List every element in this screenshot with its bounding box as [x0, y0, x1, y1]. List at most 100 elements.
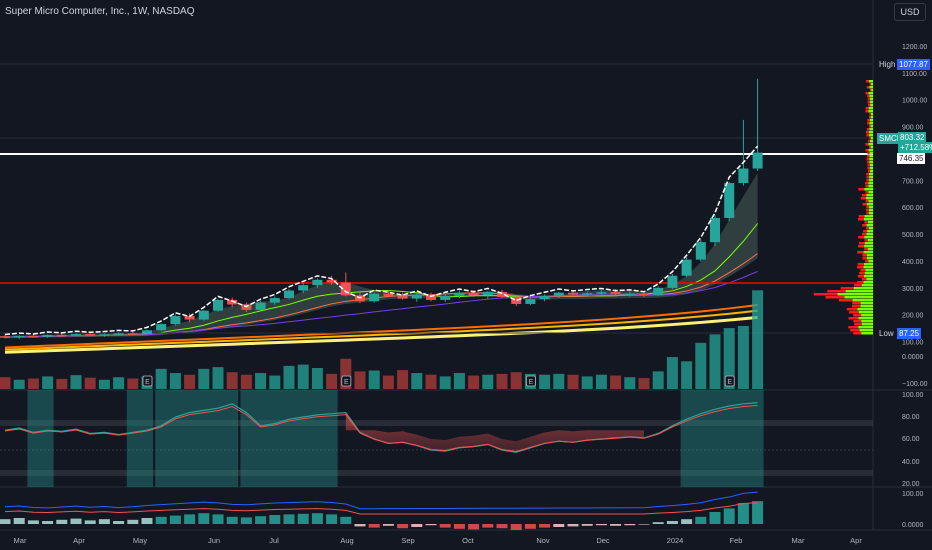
- volume-profile-bar-down: [852, 305, 860, 308]
- volume-profile-bar-down: [867, 152, 869, 155]
- candle[interactable]: [213, 299, 223, 311]
- volume-profile-bar-up: [870, 167, 873, 170]
- candle[interactable]: [667, 274, 677, 289]
- volume-profile-bar-up: [866, 233, 873, 236]
- volume-bar: [667, 357, 678, 389]
- price-tick-label: 1100.00: [902, 71, 927, 78]
- volume-profile-bar-up: [870, 170, 873, 173]
- volume-profile-bar-up: [866, 194, 873, 197]
- candle[interactable]: [738, 120, 748, 186]
- candle[interactable]: [483, 291, 493, 299]
- volume-bar: [610, 376, 621, 389]
- volume-profile-bar-up: [861, 332, 873, 335]
- volume-profile-bar-down: [853, 314, 861, 317]
- volume-profile-bar-up: [854, 287, 873, 290]
- volume-profile-bar-down: [841, 287, 854, 290]
- volume-profile-bar-up: [845, 296, 873, 299]
- candle-body: [412, 295, 422, 299]
- osc2-histogram-bar: [284, 514, 295, 524]
- candle-body: [540, 296, 550, 299]
- volume-profile-bar-up: [859, 329, 873, 332]
- candle[interactable]: [696, 239, 706, 261]
- time-axis-label: 2024: [667, 536, 684, 545]
- volume-profile-bar-up: [860, 305, 873, 308]
- volume-profile-bar-up: [870, 140, 873, 143]
- volume-profile-bar-up: [862, 284, 873, 287]
- volume-profile-bar-up: [864, 275, 873, 278]
- volume-profile-bar-down: [849, 311, 859, 314]
- candle[interactable]: [170, 315, 180, 326]
- volume-profile-bar-down: [866, 200, 869, 203]
- volume-profile-bar-down: [857, 266, 863, 269]
- osc2-histogram-bar: [738, 503, 749, 524]
- volume-profile-bar-up: [870, 104, 873, 107]
- candle-body: [0, 336, 10, 338]
- volume-bar: [99, 380, 110, 389]
- candle[interactable]: [57, 334, 67, 337]
- volume-profile-bar-up: [869, 128, 873, 131]
- osc2-histogram-bar: [142, 518, 153, 524]
- volume-bar: [113, 377, 124, 389]
- candle[interactable]: [341, 273, 351, 297]
- earnings-marker-label: E: [145, 379, 150, 386]
- volume-profile-bar-up: [857, 308, 873, 311]
- volume-profile-bar-up: [869, 155, 873, 158]
- volume-bar: [170, 373, 181, 389]
- volume-bar: [227, 372, 238, 389]
- earnings-marker[interactable]: E: [143, 376, 152, 386]
- volume-profile-bar-up: [866, 278, 873, 281]
- volume-profile-bar-up: [864, 245, 873, 248]
- time-axis-label: Oct: [462, 536, 475, 545]
- osc2-histogram-bar: [553, 524, 564, 527]
- osc2-histogram-bar: [184, 514, 195, 524]
- volume-profile-bar-down: [866, 173, 869, 176]
- volume-bar: [653, 371, 664, 389]
- volume-profile-bar-up: [867, 224, 873, 227]
- earnings-marker[interactable]: E: [342, 376, 351, 386]
- volume-profile-bar-up: [867, 254, 873, 257]
- oscillator-highlight-zone: [240, 390, 337, 487]
- osc2-histogram-bar: [156, 517, 167, 524]
- volume-profile-bar-down: [867, 86, 870, 89]
- volume-bar: [127, 379, 138, 390]
- volume-profile-bar-down: [866, 176, 869, 179]
- candle-body: [256, 303, 266, 310]
- trend-line: [5, 146, 758, 334]
- candle[interactable]: [369, 293, 379, 303]
- candle[interactable]: [682, 257, 692, 277]
- volume-profile-bar-down: [868, 101, 870, 104]
- candle[interactable]: [142, 329, 152, 334]
- candle-body: [398, 296, 408, 299]
- candle-body: [369, 294, 379, 302]
- currency-button[interactable]: USD: [894, 3, 926, 21]
- osc2-histogram-bar: [667, 521, 678, 524]
- volume-profile-bar-up: [870, 95, 873, 98]
- price-axis: 1200.001100.001000.00900.00800.00700.006…: [902, 44, 928, 529]
- price-tick-label: 100.00: [902, 340, 924, 347]
- time-axis-label: Nov: [536, 536, 550, 545]
- candle[interactable]: [724, 182, 734, 221]
- candle[interactable]: [710, 215, 720, 246]
- candle[interactable]: [653, 286, 663, 295]
- candle[interactable]: [199, 310, 209, 321]
- earnings-marker[interactable]: E: [526, 376, 535, 386]
- osc1-tick-label: 60.00: [902, 436, 920, 443]
- candle-body: [199, 311, 209, 320]
- volume-bar: [681, 361, 692, 389]
- volume-bar: [326, 374, 337, 389]
- volume-profile-bar-down: [866, 134, 869, 137]
- earnings-marker[interactable]: E: [725, 376, 734, 386]
- volume-profile-bar-up: [869, 158, 873, 161]
- volume-profile-bar-up: [861, 320, 873, 323]
- volume-bar: [468, 376, 479, 389]
- candle[interactable]: [284, 289, 294, 299]
- candle[interactable]: [753, 79, 763, 171]
- time-axis-label: Jun: [208, 536, 220, 545]
- volume-profile-bar-up: [869, 161, 873, 164]
- volume-profile-bar-down: [858, 218, 864, 221]
- volume-bar: [596, 375, 607, 389]
- osc2-histogram-bar: [596, 524, 607, 525]
- volume-profile-bar-up: [862, 323, 873, 326]
- candle[interactable]: [156, 323, 166, 331]
